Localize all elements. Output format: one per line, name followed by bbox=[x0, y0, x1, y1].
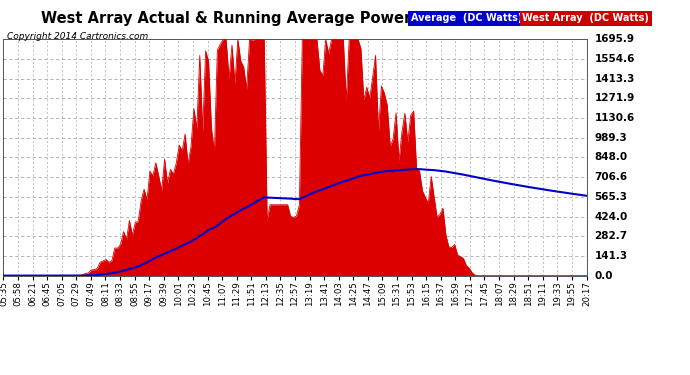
Text: 1130.6: 1130.6 bbox=[595, 113, 635, 123]
Text: 1271.9: 1271.9 bbox=[595, 93, 635, 104]
Text: 0.0: 0.0 bbox=[595, 271, 613, 280]
Text: 1413.3: 1413.3 bbox=[595, 74, 635, 84]
Text: 565.3: 565.3 bbox=[595, 192, 627, 202]
Text: 424.0: 424.0 bbox=[595, 211, 628, 222]
Text: 1695.9: 1695.9 bbox=[595, 34, 635, 44]
Text: 706.6: 706.6 bbox=[595, 172, 628, 182]
Text: West Array Actual & Running Average Power Tue Jul 22 20:31: West Array Actual & Running Average Powe… bbox=[41, 11, 549, 26]
Text: 1554.6: 1554.6 bbox=[595, 54, 635, 64]
Text: 141.3: 141.3 bbox=[595, 251, 628, 261]
Text: Average  (DC Watts): Average (DC Watts) bbox=[411, 13, 522, 23]
Text: 848.0: 848.0 bbox=[595, 153, 628, 162]
Text: 282.7: 282.7 bbox=[595, 231, 628, 241]
Text: West Array  (DC Watts): West Array (DC Watts) bbox=[522, 13, 649, 23]
Text: Copyright 2014 Cartronics.com: Copyright 2014 Cartronics.com bbox=[7, 32, 148, 41]
Text: 989.3: 989.3 bbox=[595, 133, 627, 143]
